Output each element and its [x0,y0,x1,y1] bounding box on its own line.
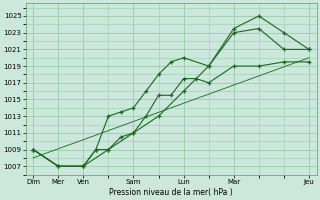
X-axis label: Pression niveau de la mer( hPa ): Pression niveau de la mer( hPa ) [109,188,233,197]
